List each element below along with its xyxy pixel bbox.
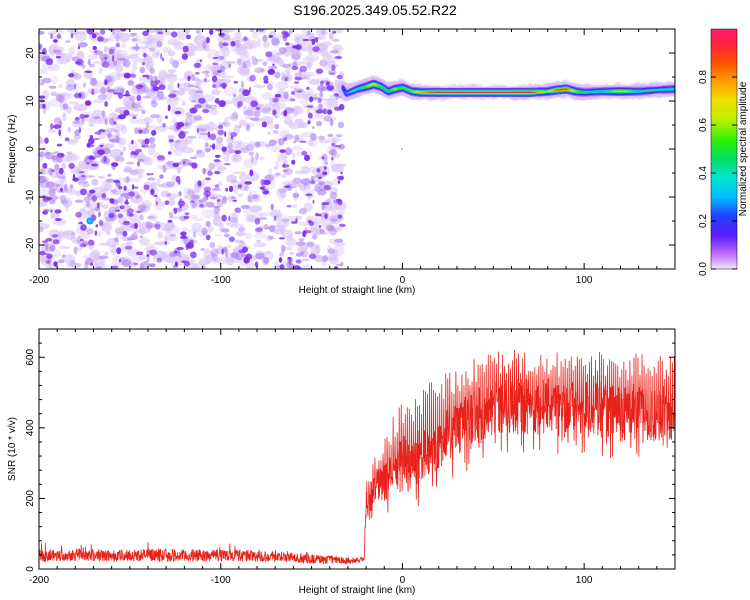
x-tick-label: 0 [400,575,406,586]
snr-frame [38,328,676,570]
y-tick-label: 10 [25,95,36,107]
y-tick-label: 0 [25,566,36,572]
y-tick-label: 200 [25,490,36,507]
y-tick-label: 600 [25,348,36,365]
y-tick-label: 0 [25,146,36,152]
colorbar-tick-label: 0.6 [698,118,709,132]
colorbar-label: Normalized spectral amplitude [738,81,749,216]
colorbar-tick-label: 0.2 [698,214,709,228]
colorbar-tick-label: 0.4 [698,166,709,180]
snr-x-axis-label: Height of straight line (km) [299,585,416,596]
colorbar: 0.0 0.2 0.4 0.6 0.8 Normalized spectral ampl… [698,28,749,276]
x-tick-label: 100 [576,275,593,286]
x-tick-label: -100 [211,275,231,286]
y-tick-label: -10 [25,189,36,204]
chart-title: S196.2025.349.05.52.R22 [293,2,457,18]
x-tick-label: 100 [576,575,593,586]
y-tick-label: 400 [25,419,36,436]
x-tick-label: -200 [29,575,49,586]
y-tick-label: 20 [25,47,36,59]
spectrogram-y-axis-label: Frequency (Hz) [7,115,18,184]
noise-speckle-layer [39,29,347,269]
snr-series-line [39,349,675,565]
snr-y-axis-label: SNR (10 * v/v) [7,417,18,481]
x-tick-label: 0 [400,275,406,286]
x-tick-label: -100 [211,575,231,586]
signal-trace-layer [336,75,675,150]
x-tick-label: -200 [29,275,49,286]
colorbar-ticks: 0.0 0.2 0.4 0.6 0.8 [698,28,738,276]
snr-panel: -200 -100 0 100 0 200 400 600 Height of straigh… [7,328,676,596]
snr-axes: -200 -100 0 100 0 200 400 600 [25,328,676,586]
y-tick-label: -20 [25,237,36,252]
colorbar-tick-label: 0.0 [698,262,709,276]
spectrogram-x-axis-label: Height of straight line (km) [299,285,416,296]
colorbar-tick-label: 0.8 [698,70,709,84]
colorbar-gradient [711,29,737,269]
